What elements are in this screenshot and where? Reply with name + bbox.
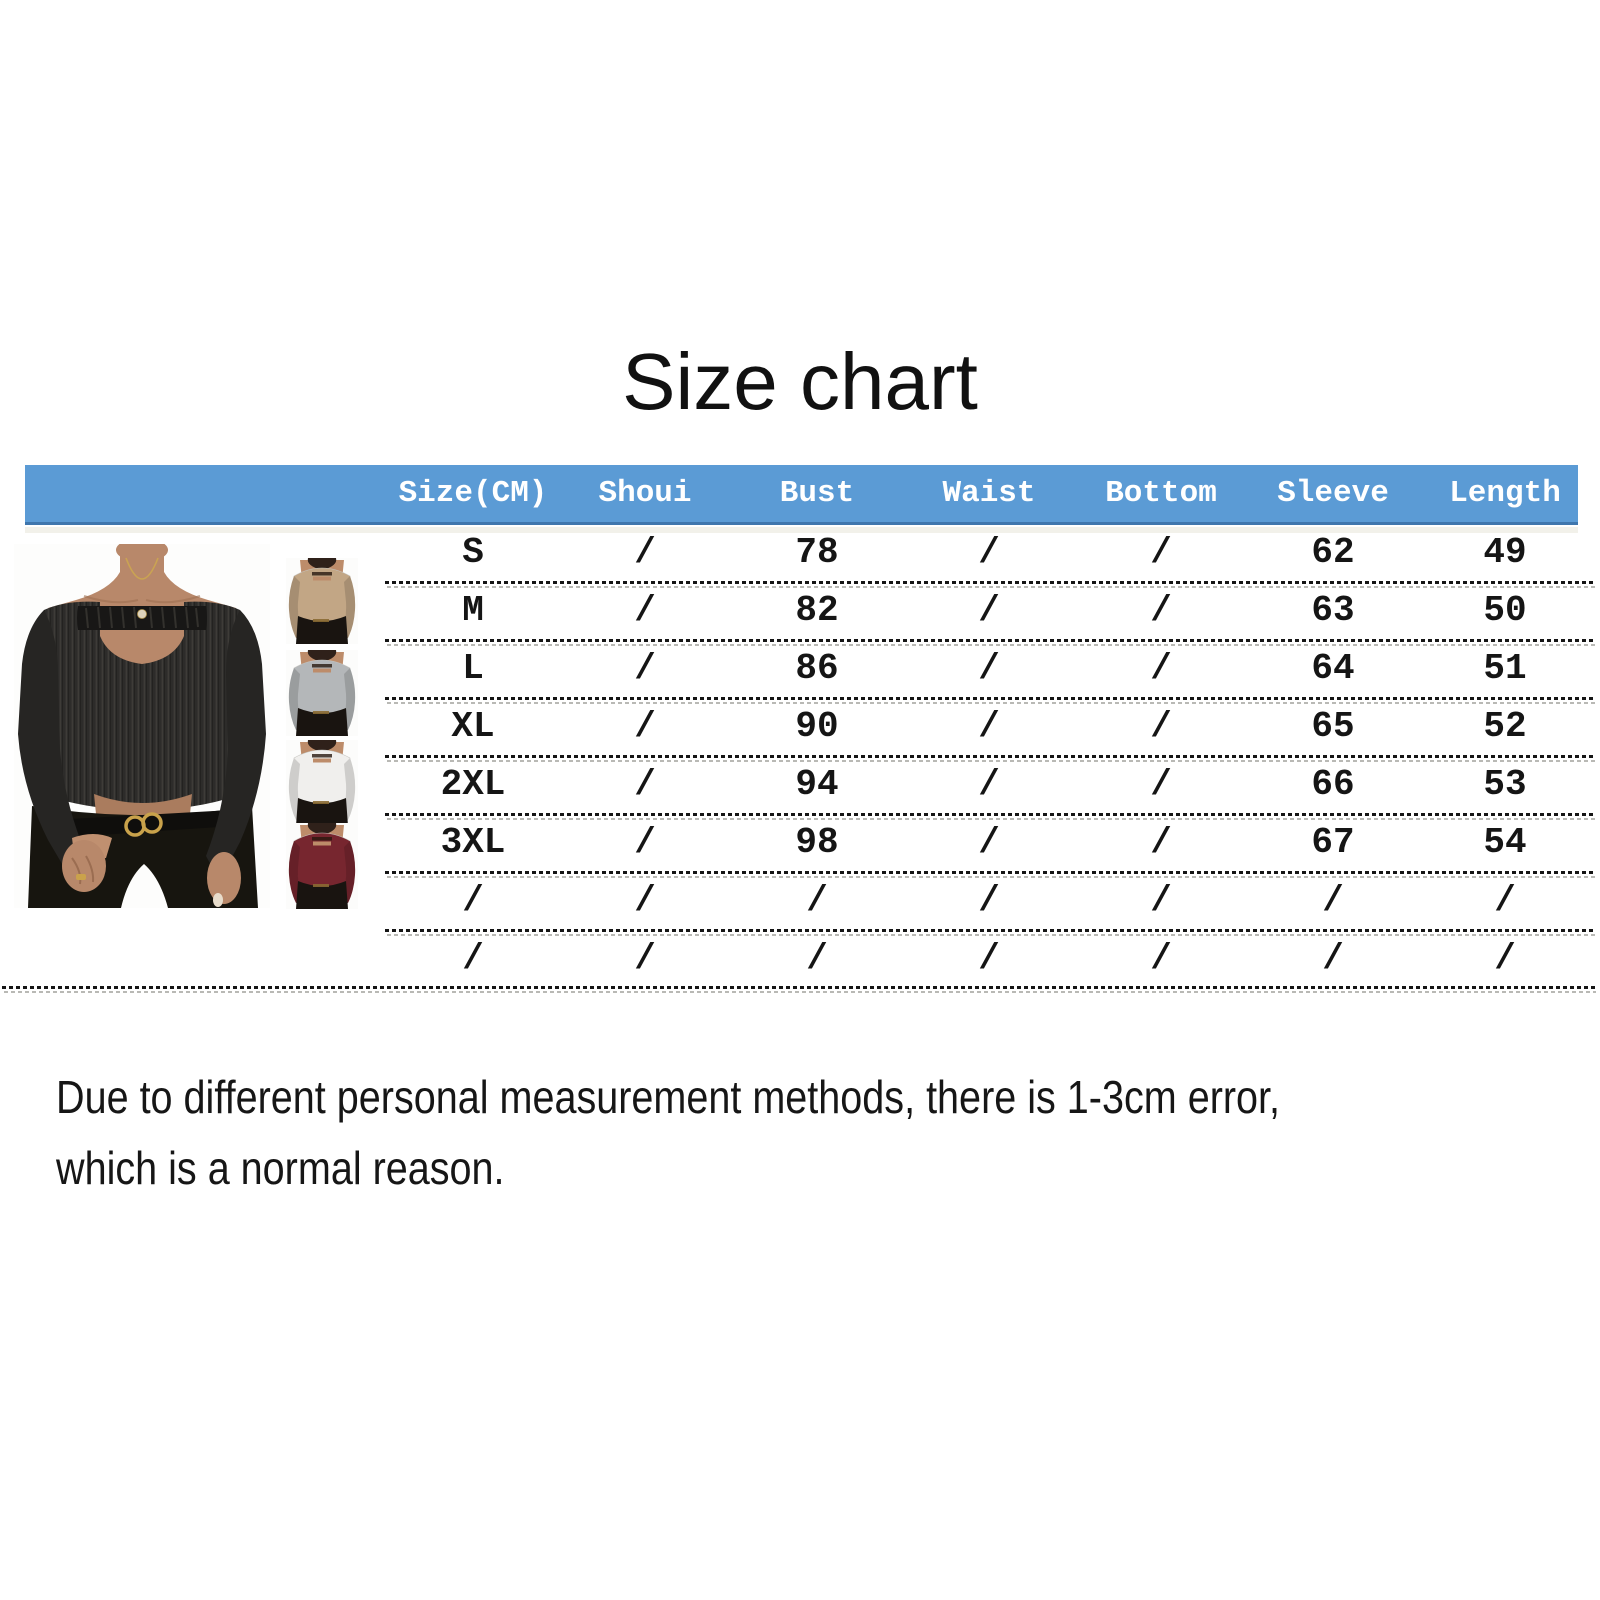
table-bottom-separator (2, 986, 1596, 993)
variant-thumb-gray (286, 650, 358, 736)
table-cell: / (806, 879, 828, 921)
table-cell: 3XL (440, 821, 506, 863)
table-cell: / (978, 705, 1000, 747)
table-cell: / (1150, 647, 1172, 689)
necklace-chain (125, 557, 159, 580)
table-cell: L (462, 647, 484, 689)
table-cell: / (978, 589, 1000, 631)
variant-thumb-khaki (286, 558, 358, 644)
table-cell: / (978, 531, 1000, 573)
table-cell: 66 (1311, 763, 1355, 805)
table-cell: 2XL (440, 763, 506, 805)
table-cell: 65 (1311, 705, 1355, 747)
table-header-bar (25, 465, 1578, 525)
row-separator (385, 929, 1595, 936)
measurement-note-line2: which is a normal reason. (56, 1142, 505, 1194)
measurement-note-line1: Due to different personal measurement me… (56, 1071, 1281, 1123)
fingernail (213, 893, 223, 907)
table-cell: / (978, 647, 1000, 689)
table-cell: / (978, 763, 1000, 805)
table-cell: / (634, 531, 656, 573)
table-cell: / (1150, 879, 1172, 921)
row-separator (385, 813, 1595, 820)
table-cell: / (1322, 879, 1344, 921)
table-cell: / (634, 589, 656, 631)
gold-ring (76, 874, 86, 880)
table-header-underline (25, 527, 1578, 533)
size-table-body: S / 78 / / 62 49 M / 82 / / 63 50 L / 86 / / 64 51 XL / 90 / /… (387, 523, 1591, 987)
table-cell: 86 (795, 647, 839, 689)
row-separator (385, 697, 1595, 704)
table-cell: / (634, 937, 656, 979)
table-cell: / (1150, 937, 1172, 979)
col-header-bottom: Bottom (1105, 476, 1217, 511)
table-cell: S (462, 531, 484, 573)
top-bodice (35, 601, 249, 810)
row-separator (385, 639, 1595, 646)
table-cell: 52 (1483, 705, 1527, 747)
table-cell: 51 (1483, 647, 1527, 689)
variant-thumb-white (286, 740, 358, 826)
table-cell: / (1150, 821, 1172, 863)
midriff-skin (94, 794, 192, 820)
table-cell: 98 (795, 821, 839, 863)
table-cell: / (634, 821, 656, 863)
left-sleeve (18, 610, 86, 874)
table-cell: 90 (795, 705, 839, 747)
col-header-size: Size(CM) (398, 476, 548, 511)
table-cell: / (1322, 937, 1344, 979)
table-cell: / (806, 937, 828, 979)
table-cell: / (634, 647, 656, 689)
table-cell: / (978, 879, 1000, 921)
table-cell: 82 (795, 589, 839, 631)
table-cell: / (1150, 531, 1172, 573)
table-cell: / (1494, 879, 1516, 921)
table-cell: / (634, 763, 656, 805)
row-separator (385, 581, 1595, 588)
right-sleeve (206, 610, 266, 876)
band-texture (85, 606, 199, 629)
table-cell: / (462, 937, 484, 979)
belt-buckle (141, 812, 163, 834)
table-cell: 94 (795, 763, 839, 805)
variant-thumb-wine-red (286, 823, 358, 909)
table-cell: / (1150, 589, 1172, 631)
table-cell: M (462, 589, 484, 631)
table-cell: / (1150, 763, 1172, 805)
table-cell: 64 (1311, 647, 1355, 689)
size-table-header-row: Size(CM) Shoui Bust Waist Bottom Sleeve … (387, 465, 1591, 522)
row-separator (385, 871, 1595, 878)
left-hand (62, 840, 106, 892)
table-cell: 67 (1311, 821, 1355, 863)
table-cell: 49 (1483, 531, 1527, 573)
table-cell: XL (451, 705, 495, 747)
col-header-bust: Bust (779, 476, 855, 511)
collarbone-lines (83, 595, 201, 604)
table-cell: / (978, 821, 1000, 863)
product-photo-black-top (14, 544, 270, 908)
right-hand (207, 852, 241, 904)
table-cell: / (1150, 705, 1172, 747)
table-cell: 62 (1311, 531, 1355, 573)
table-cell: 63 (1311, 589, 1355, 631)
table-cell: / (978, 937, 1000, 979)
table-cell: / (634, 705, 656, 747)
row-separator (385, 755, 1595, 762)
page-title: Size chart (622, 337, 978, 426)
table-cell: / (462, 879, 484, 921)
col-header-sleeve: Sleeve (1277, 476, 1389, 511)
col-header-waist: Waist (942, 476, 1036, 511)
table-cell: 53 (1483, 763, 1527, 805)
table-cell: / (634, 879, 656, 921)
col-header-shoui: Shoui (598, 476, 692, 511)
table-cell: / (1494, 937, 1516, 979)
table-cell: 54 (1483, 821, 1527, 863)
table-cell: 50 (1483, 589, 1527, 631)
finger-lines (71, 855, 95, 885)
table-cell: 78 (795, 531, 839, 573)
pendant (137, 609, 147, 619)
col-header-length: Length (1449, 476, 1561, 511)
